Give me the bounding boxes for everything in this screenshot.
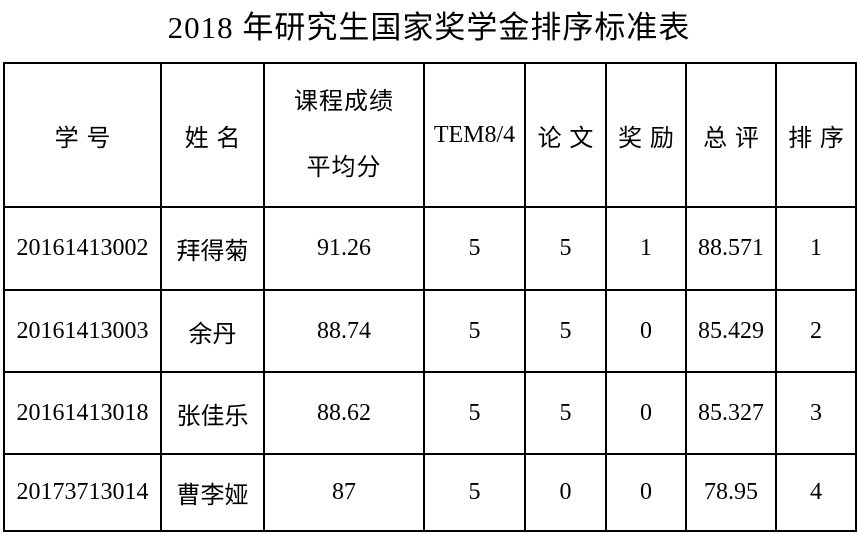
cell-rank: 2 bbox=[775, 289, 857, 373]
cell-award: 0 bbox=[605, 289, 687, 373]
col-header-award: 奖励 bbox=[605, 62, 687, 208]
cell-course-average: 91.26 bbox=[263, 206, 425, 291]
cell-award: 0 bbox=[605, 453, 687, 532]
table-row: 20161413003 余丹 88.74 5 5 0 85.429 2 bbox=[3, 289, 857, 373]
table-row: 20161413018 张佳乐 88.62 5 5 0 85.327 3 bbox=[3, 371, 857, 455]
cell-course-average: 88.62 bbox=[263, 371, 425, 455]
col-header-rank: 排序 bbox=[775, 62, 857, 208]
cell-tem: 5 bbox=[423, 453, 526, 532]
col-header-course-average: 课程成绩 平均分 bbox=[263, 62, 425, 208]
col-header-name: 姓名 bbox=[160, 62, 265, 208]
cell-paper: 5 bbox=[524, 206, 607, 291]
cell-paper: 0 bbox=[524, 453, 607, 532]
cell-total: 78.95 bbox=[685, 453, 777, 532]
cell-student-id: 20173713014 bbox=[3, 453, 162, 532]
ranking-table: 学号 姓名 课程成绩 平均分 TEM8/4 论文 奖励 总评 排序 201614… bbox=[3, 62, 857, 532]
cell-total: 85.327 bbox=[685, 371, 777, 455]
col-header-course-average-line1: 课程成绩 bbox=[294, 89, 394, 115]
table-row: 20161413002 拜得菊 91.26 5 5 1 88.571 1 bbox=[3, 206, 857, 291]
cell-paper: 5 bbox=[524, 371, 607, 455]
cell-tem: 5 bbox=[423, 371, 526, 455]
cell-student-id: 20161413003 bbox=[3, 289, 162, 373]
col-header-paper: 论文 bbox=[524, 62, 607, 208]
cell-rank: 3 bbox=[775, 371, 857, 455]
page-title: 2018 年研究生国家奖学金排序标准表 bbox=[167, 10, 691, 45]
cell-rank: 4 bbox=[775, 453, 857, 532]
table-row: 20173713014 曹李娅 87 5 0 0 78.95 4 bbox=[3, 453, 857, 532]
cell-course-average: 87 bbox=[263, 453, 425, 532]
cell-name: 余丹 bbox=[160, 289, 265, 373]
cell-tem: 5 bbox=[423, 289, 526, 373]
col-header-total: 总评 bbox=[685, 62, 777, 208]
col-header-tem: TEM8/4 bbox=[423, 62, 526, 208]
col-header-student-id: 学号 bbox=[3, 62, 162, 208]
cell-student-id: 20161413002 bbox=[3, 206, 162, 291]
cell-total: 85.429 bbox=[685, 289, 777, 373]
cell-name: 张佳乐 bbox=[160, 371, 265, 455]
table-header-row: 学号 姓名 课程成绩 平均分 TEM8/4 论文 奖励 总评 排序 bbox=[3, 62, 857, 208]
cell-award: 0 bbox=[605, 371, 687, 455]
cell-tem: 5 bbox=[423, 206, 526, 291]
cell-award: 1 bbox=[605, 206, 687, 291]
cell-paper: 5 bbox=[524, 289, 607, 373]
cell-total: 88.571 bbox=[685, 206, 777, 291]
cell-course-average: 88.74 bbox=[263, 289, 425, 373]
cell-student-id: 20161413018 bbox=[3, 371, 162, 455]
cell-name: 曹李娅 bbox=[160, 453, 265, 532]
cell-rank: 1 bbox=[775, 206, 857, 291]
cell-name: 拜得菊 bbox=[160, 206, 265, 291]
col-header-course-average-line2: 平均分 bbox=[306, 155, 382, 181]
